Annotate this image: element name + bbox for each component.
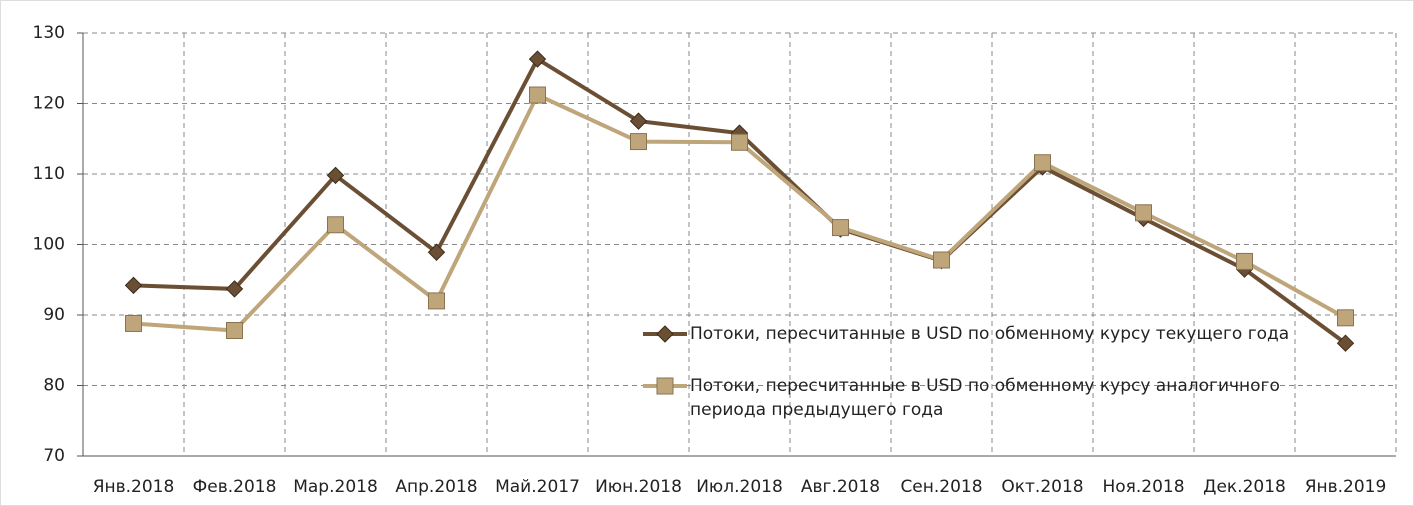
x-tick-label: Сен.2018 [900, 477, 982, 497]
marker [428, 292, 445, 310]
x-tick-label: Май.2017 [495, 477, 580, 497]
marker [1034, 154, 1051, 172]
x-tick-label: Фев.2018 [193, 477, 277, 497]
marker [1135, 204, 1152, 222]
y-tick-label: 90 [43, 305, 65, 325]
marker [656, 377, 674, 395]
marker [124, 276, 143, 295]
marker [832, 219, 849, 237]
marker [528, 50, 547, 68]
marker [327, 216, 344, 234]
x-tick-label: Янв.2018 [93, 477, 175, 497]
marker [1336, 334, 1355, 352]
x-tick-label: Апр.2018 [395, 477, 477, 497]
y-tick-label: 70 [43, 446, 65, 466]
y-tick-label: 110 [33, 164, 65, 184]
marker [226, 322, 243, 340]
marker [225, 280, 244, 298]
marker [629, 112, 648, 130]
marker [125, 314, 142, 332]
x-tick-label: Июл.2018 [696, 477, 783, 497]
legend-label: Потоки, пересчитанные в USD по обменному… [690, 376, 1280, 420]
legend-label: Потоки, пересчитанные в USD по обменному… [690, 324, 1290, 344]
marker [326, 166, 345, 185]
marker [1236, 252, 1253, 270]
marker [529, 86, 546, 104]
y-tick-label: 80 [43, 376, 65, 396]
x-tick-label: Мар.2018 [293, 477, 378, 497]
series-line [133, 56, 1347, 345]
x-tick-label: Дек.2018 [1203, 477, 1286, 497]
x-tick-label: Ноя.2018 [1102, 477, 1184, 497]
y-tick-label: 130 [33, 23, 65, 43]
marker [630, 133, 647, 151]
marker [427, 243, 446, 261]
marker [656, 325, 674, 343]
x-tick-label: Июн.2018 [595, 477, 682, 497]
y-tick-label: 120 [33, 94, 65, 114]
y-tick-label: 100 [33, 235, 65, 255]
marker [933, 251, 950, 269]
marker [1337, 309, 1354, 327]
x-tick-label: Авг.2018 [801, 477, 880, 497]
x-tick-label: Янв.2019 [1305, 477, 1387, 497]
marker [731, 133, 748, 151]
x-tick-label: Окт.2018 [1001, 477, 1083, 497]
